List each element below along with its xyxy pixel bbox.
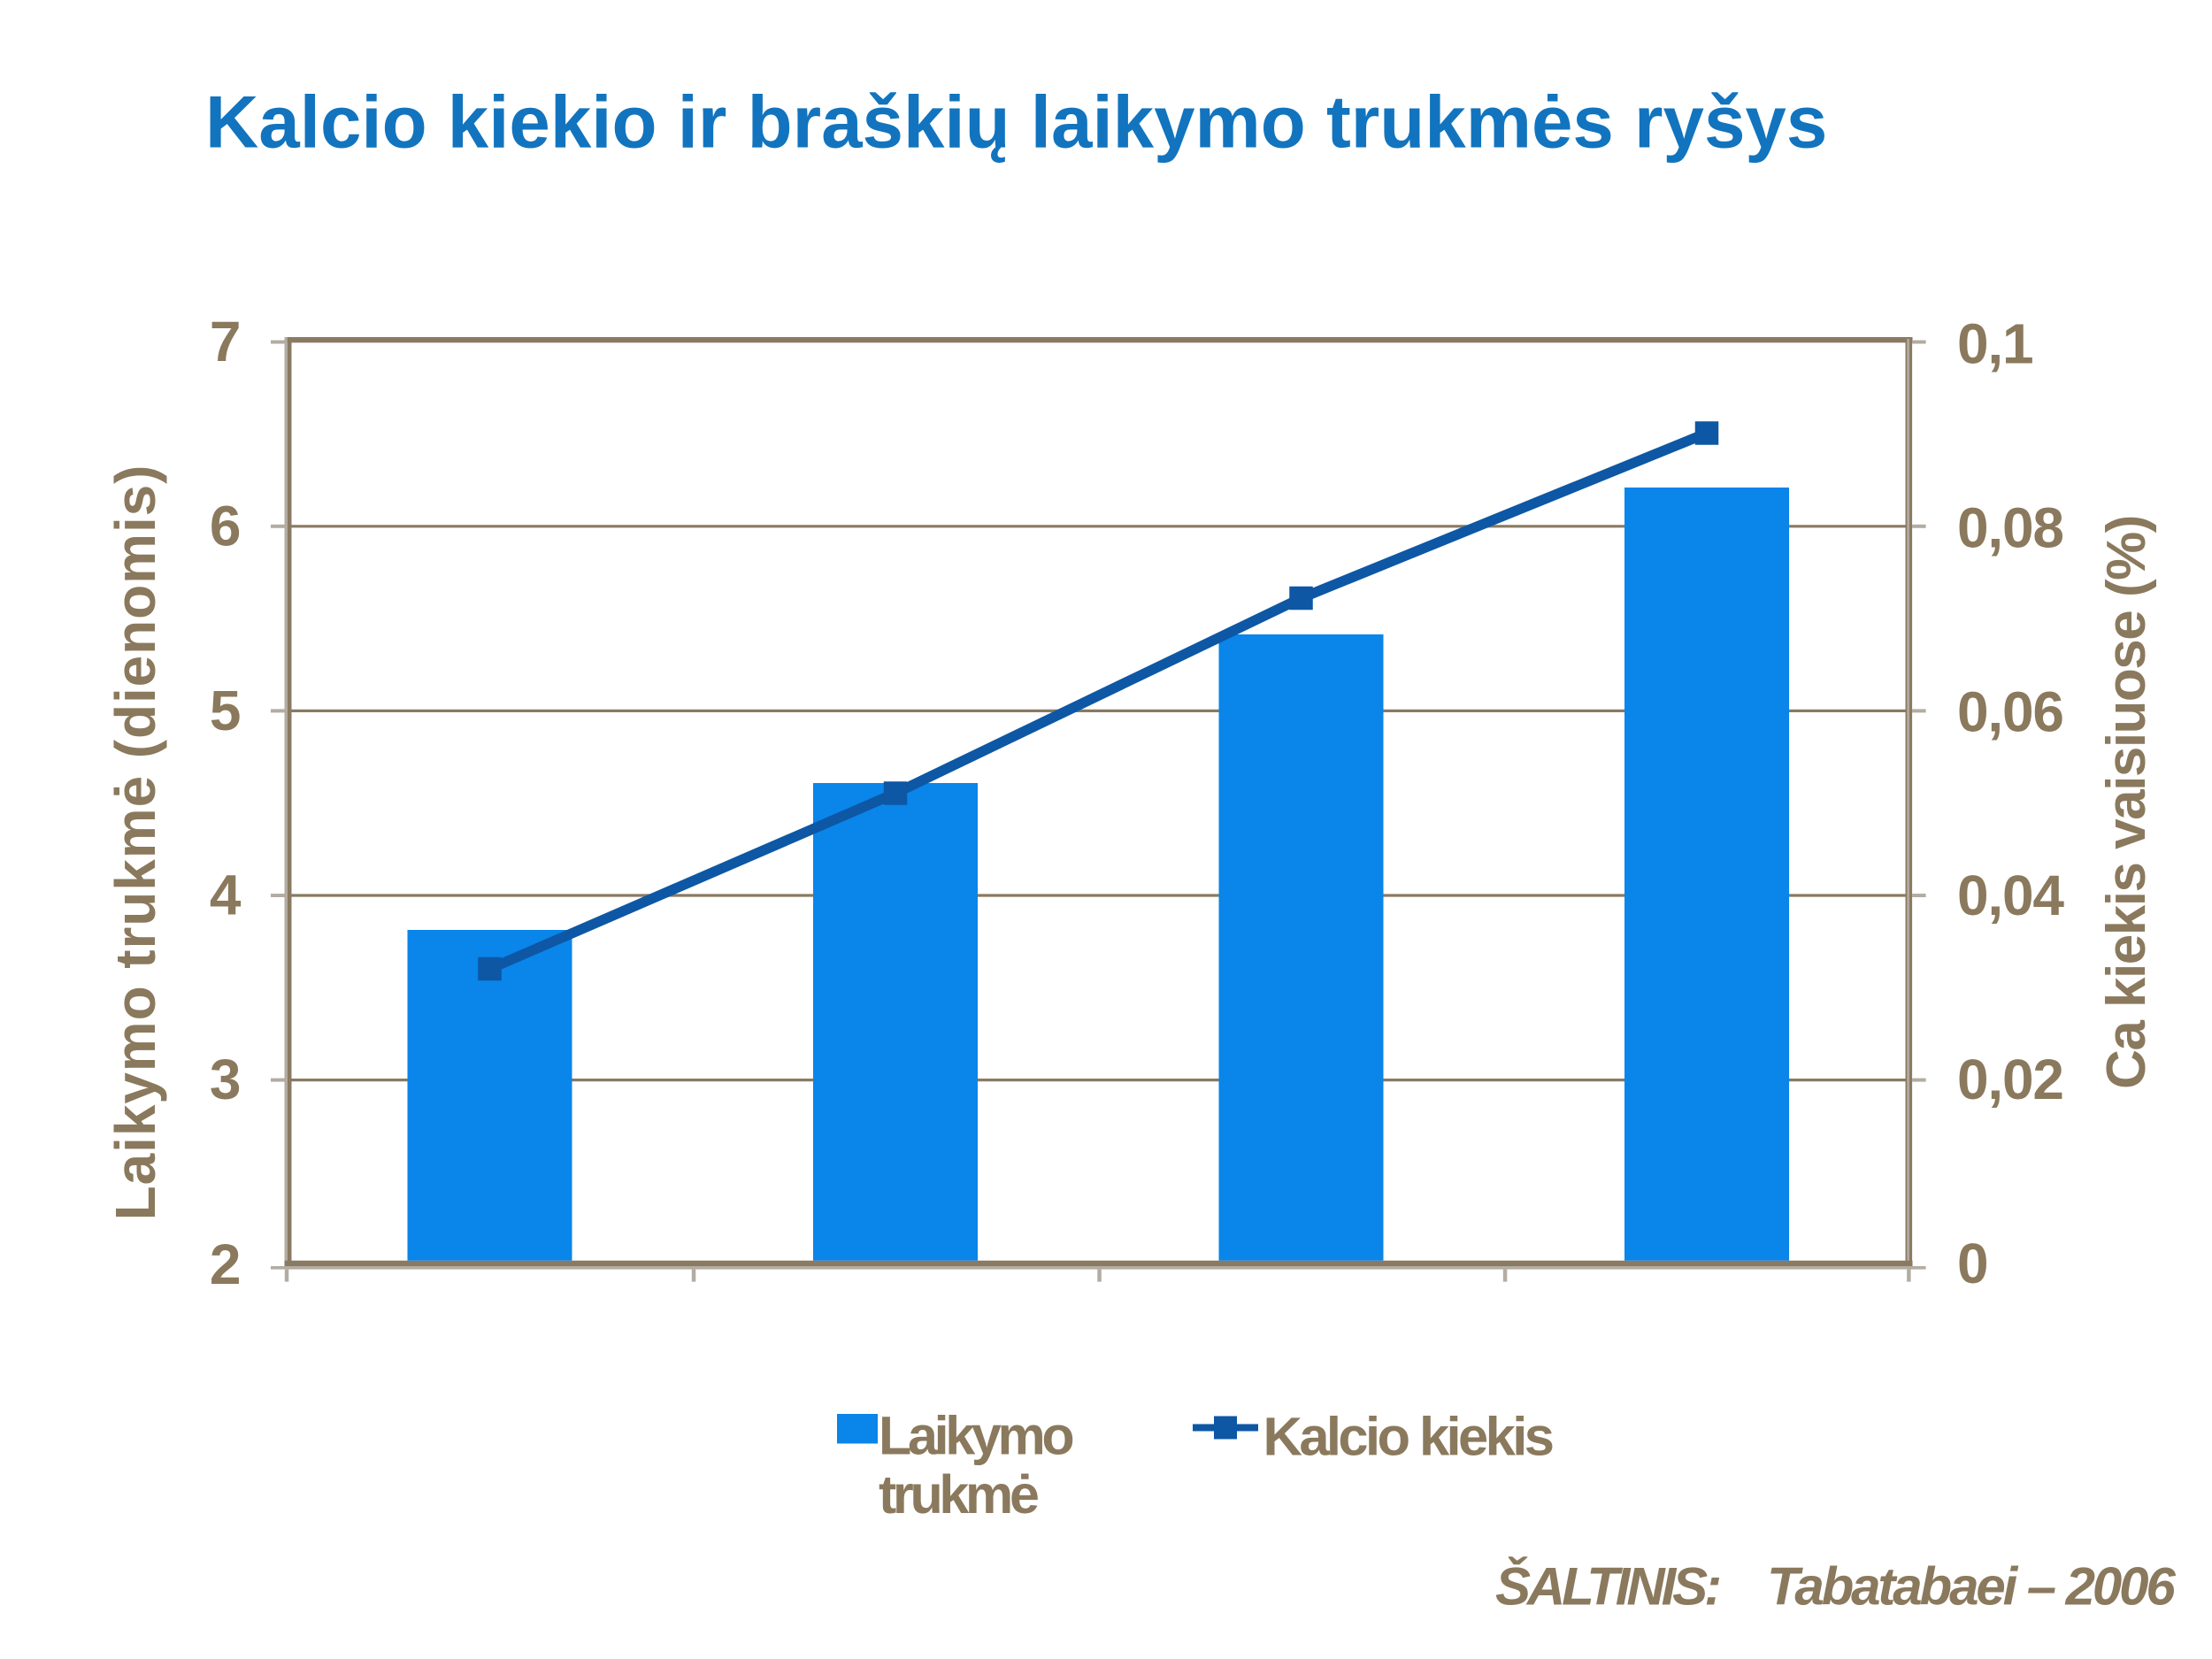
svg-text:ŠALTINIS:: ŠALTINIS: <box>1495 1557 1719 1617</box>
svg-text:2: 2 <box>210 1233 242 1296</box>
svg-text:0,04: 0,04 <box>1957 864 2064 927</box>
svg-text:0,06: 0,06 <box>1957 680 2063 743</box>
svg-text:4: 4 <box>210 864 242 927</box>
svg-text:Ca kiekis vaisiuose (%): Ca kiekis vaisiuose (%) <box>2096 516 2157 1089</box>
svg-text:7: 7 <box>210 310 242 373</box>
svg-text:Kalcio kiekis: Kalcio kiekis <box>1263 1407 1553 1468</box>
svg-text:Tabatabaei – 2006: Tabatabaei – 2006 <box>1767 1557 2176 1617</box>
svg-text:5: 5 <box>210 679 242 742</box>
svg-text:Laikymo trukmė (dienomis): Laikymo trukmė (dienomis) <box>104 465 167 1221</box>
svg-text:trukmė: trukmė <box>879 1464 1038 1525</box>
svg-text:0,1: 0,1 <box>1957 312 2032 376</box>
svg-text:Kalcio kiekio ir braškių laiky: Kalcio kiekio ir braškių laikymo trukmės… <box>205 81 1827 164</box>
svg-text:0,02: 0,02 <box>1957 1048 2063 1111</box>
svg-text:3: 3 <box>210 1048 242 1111</box>
svg-text:0,08: 0,08 <box>1957 495 2063 559</box>
svg-text:6: 6 <box>210 494 242 557</box>
svg-text:0: 0 <box>1957 1232 1987 1295</box>
svg-text:Laikymo: Laikymo <box>879 1406 1072 1466</box>
